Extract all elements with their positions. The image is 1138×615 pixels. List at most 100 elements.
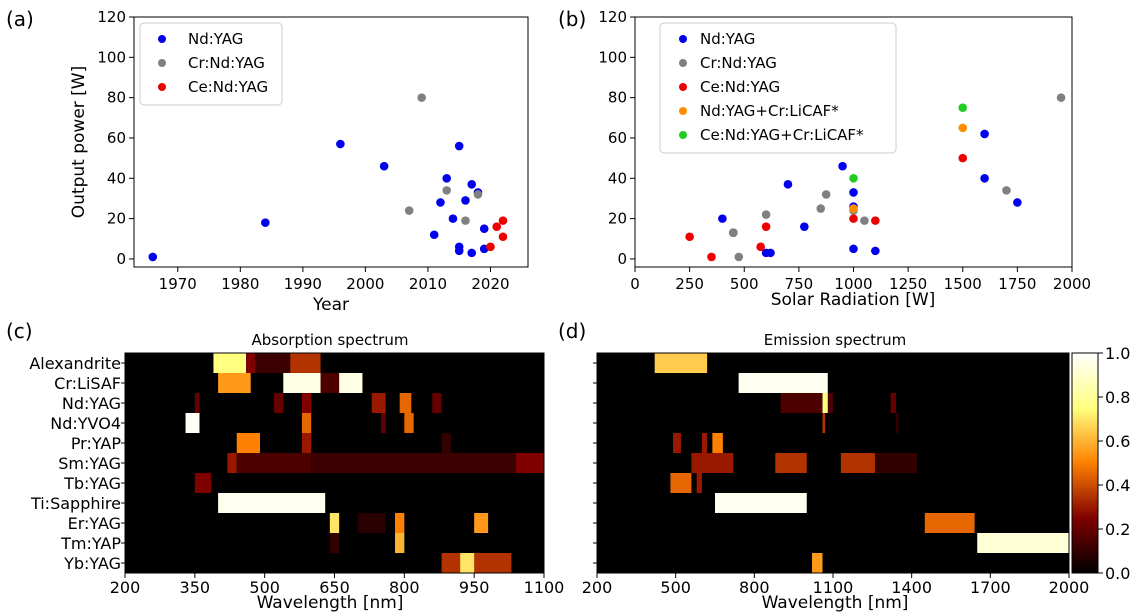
data-point-b-2-5 (871, 216, 880, 225)
x-tick-label-d-5: 1700 (970, 578, 1011, 597)
heat-band-c-5-1 (236, 453, 312, 473)
data-point-b-2-2 (756, 242, 765, 252)
y-tick-label-a-5: 100 (97, 48, 126, 66)
data-point-a-0-10 (454, 246, 464, 256)
heat-band-c-4-1 (301, 433, 312, 453)
data-point-b-0-9 (849, 244, 858, 254)
heat-band-d-5-3 (874, 453, 917, 473)
data-points-a (148, 93, 508, 262)
heat-band-d-9-0 (977, 533, 1069, 553)
axis-ticks-a: 1970 1980 1990 2000 2010 2020 0 20 40 60 80 100 120 (97, 8, 509, 293)
heat-band-d-8-0 (924, 513, 975, 533)
row-label-c-3: Nd:YVO4 (50, 414, 121, 433)
row-label-c-6: Tb:YAG (63, 474, 121, 493)
data-point-a-0-7 (448, 214, 458, 223)
data-point-b-0-3 (766, 248, 775, 258)
legend-marker-a-0 (158, 35, 166, 43)
data-point-b-0-5 (800, 222, 809, 231)
legend-frame-b (659, 22, 897, 154)
legend-label-b-4: Ce:Nd:YAG+Cr:LiCAF* (700, 126, 864, 144)
y-tick-label-b-0: 0 (617, 250, 627, 268)
x-axis-label-c: Wavelength [nm] (257, 593, 404, 613)
legend-marker-a-1 (158, 59, 166, 67)
heat-band-c-2-4 (399, 393, 412, 413)
legend-marker-b-2 (679, 83, 687, 91)
x-axis-label-a: Year (312, 295, 349, 315)
data-points-b (685, 93, 1066, 262)
y-tick-label-a-0: 0 (116, 250, 126, 268)
data-point-a-0-2 (336, 139, 345, 149)
data-point-b-1-1 (734, 252, 744, 262)
x-tick-label-c-2: 500 (249, 578, 280, 597)
heat-band-c-1-0 (218, 373, 251, 393)
data-point-b-2-4 (849, 214, 858, 223)
legend-b: Nd:YAG Cr:Nd:YAG Ce:Nd:YAG Nd:YAG+Cr:LiC… (659, 22, 897, 154)
heat-band-c-0-1 (246, 353, 256, 373)
data-point-b-0-4 (783, 180, 793, 189)
data-point-b-4-1 (958, 103, 968, 113)
colorbar-tick-label-1: 0.2 (1105, 520, 1130, 539)
data-point-a-1-0 (404, 206, 414, 215)
legend-label-b-1: Cr:Nd:YAG (700, 54, 777, 72)
data-point-a-1-4 (473, 190, 483, 199)
panel-label-c: (c) (6, 319, 33, 343)
axis-ticks-d: 200 500 800 1100 1400 1700 2000 (582, 362, 1090, 597)
heat-band-c-3-2 (381, 413, 386, 433)
x-tick-label-d-3: 1100 (813, 578, 854, 597)
x-tick-label-b-1: 250 (675, 275, 704, 293)
data-point-b-0-13 (1013, 198, 1022, 207)
x-tick-label-b-7: 1750 (998, 275, 1036, 293)
legend-marker-b-1 (679, 59, 687, 67)
heat-band-c-3-0 (185, 413, 200, 433)
data-point-a-0-3 (379, 161, 389, 171)
x-tick-label-c-4: 800 (389, 578, 420, 597)
row-label-c-4: Pr:YAP (71, 434, 122, 453)
data-point-a-0-13 (467, 248, 477, 258)
data-point-a-0-0 (148, 252, 158, 262)
x-tick-label-a-0: 1970 (159, 275, 197, 293)
y-tick-label-b-4: 80 (608, 89, 627, 107)
colorbar-tick-label-2: 0.4 (1105, 476, 1130, 495)
heat-band-d-6-1 (696, 473, 702, 493)
data-point-a-0-1 (261, 218, 270, 227)
data-point-a-0-4 (429, 230, 439, 240)
heat-band-c-0-3 (290, 353, 321, 373)
x-tick-label-a-3: 2000 (346, 275, 384, 293)
data-point-b-0-7 (849, 188, 858, 197)
x-tick-label-b-0: 0 (630, 275, 640, 293)
data-point-b-3-1 (958, 123, 968, 133)
y-tick-label-b-5: 100 (598, 48, 627, 66)
y-tick-label-a-4: 80 (107, 89, 126, 107)
scatter-plot-b: 0 250 500 750 1000 1250 1500 1750 2000 0 20 40 60 80 1… (598, 8, 1091, 310)
data-point-a-0-12 (467, 180, 477, 189)
plot-frame-a (133, 16, 529, 268)
data-point-a-1-1 (417, 93, 426, 102)
row-label-c-2: Nd:YAG (62, 394, 121, 413)
x-tick-label-d-6: 2000 (1049, 578, 1090, 597)
x-tick-label-d-0: 200 (582, 578, 613, 597)
x-tick-label-a-1: 1980 (221, 275, 259, 293)
heatmap-c: Absorption spectrum AlexandriteCr:LiSAFN… (29, 331, 564, 613)
data-point-b-1-7 (1002, 186, 1011, 195)
heat-band-d-5-0 (691, 453, 734, 473)
x-tick-label-b-8: 2000 (1053, 275, 1091, 293)
y-tick-label-a-1: 20 (107, 210, 126, 228)
data-point-a-0-6 (442, 173, 451, 183)
heatmap-d: Emission spectrum 200 500 800 1100 1400 1700 2… (582, 331, 1090, 613)
legend-frame-a (139, 22, 283, 106)
x-tick-label-c-3: 650 (319, 578, 350, 597)
colorbar-tick-label-5: 1.0 (1105, 344, 1130, 363)
colorbar-tick-label-4: 0.8 (1105, 388, 1130, 407)
x-tick-label-b-4: 1000 (834, 275, 872, 293)
legend-a: Nd:YAG Cr:Nd:YAG Ce:Nd:YAG (139, 22, 283, 106)
legend-label-a-2: Ce:Nd:YAG (188, 78, 268, 96)
heat-band-c-2-5 (432, 393, 442, 413)
heat-band-c-8-1 (395, 513, 405, 533)
y-tick-label-b-2: 40 (608, 169, 627, 187)
heat-band-d-1-0 (738, 373, 828, 393)
colorbar: 0.0 0.2 0.4 0.6 0.8 1.0 (1071, 344, 1130, 583)
legend-label-b-3: Nd:YAG+Cr:LiCAF* (700, 102, 839, 120)
data-point-b-4-0 (849, 173, 858, 183)
legend-marker-b-3 (679, 107, 687, 115)
y-axis-label-a: Output power [W] (69, 66, 89, 218)
